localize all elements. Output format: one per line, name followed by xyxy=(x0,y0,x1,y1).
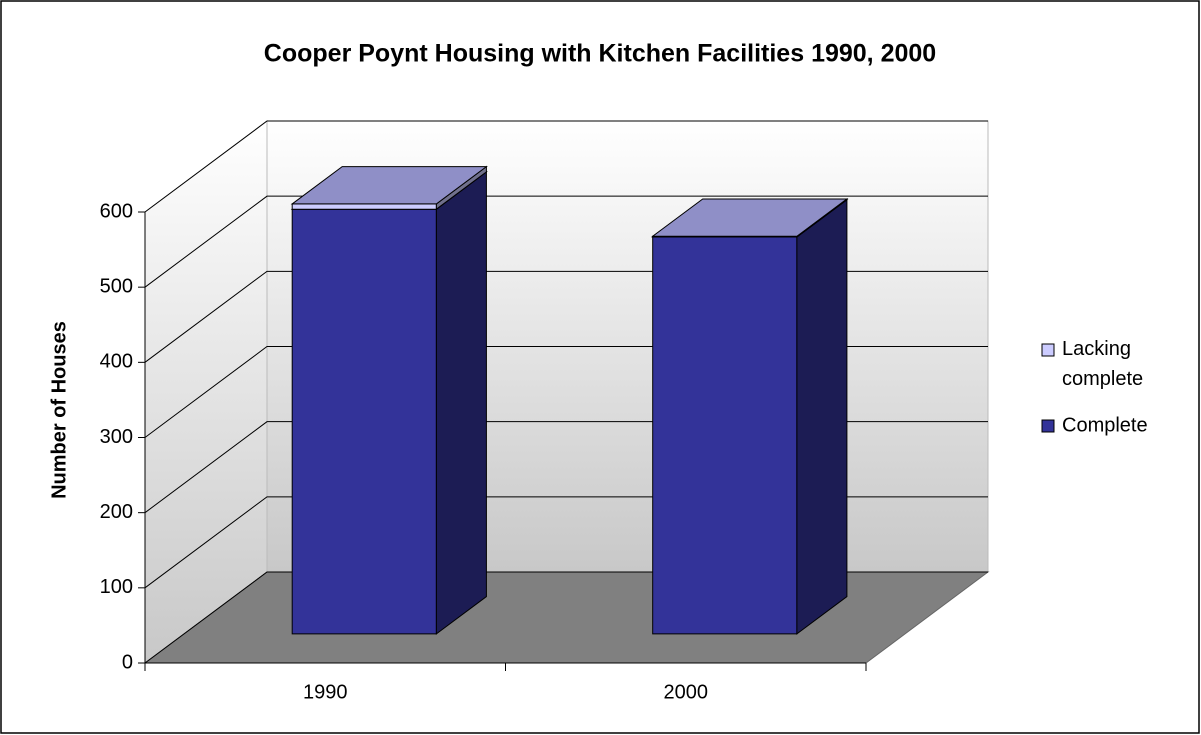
legend-label: Complete xyxy=(1062,414,1148,436)
bar-front xyxy=(291,203,437,210)
y-tick-label: 100 xyxy=(100,576,133,598)
y-tick-label: 0 xyxy=(122,651,133,673)
y-tick-label: 300 xyxy=(100,426,133,448)
y-axis-title: Number of Houses xyxy=(48,321,70,499)
y-tick-label: 400 xyxy=(100,351,133,373)
x-tick-label: 1990 xyxy=(303,681,348,703)
bar-side xyxy=(435,170,487,635)
legend-swatch xyxy=(1041,343,1055,357)
y-tick-label: 600 xyxy=(100,200,133,222)
bar-top xyxy=(651,198,849,237)
floor xyxy=(143,571,990,664)
legend-swatch xyxy=(1041,419,1055,433)
legend-label: Lacking complete xyxy=(1062,338,1143,390)
y-tick-label: 500 xyxy=(100,275,133,297)
grid-line xyxy=(144,195,988,288)
bar-top xyxy=(290,166,488,205)
grid-line xyxy=(144,120,988,213)
bar-front xyxy=(652,236,798,635)
x-tick-label: 2000 xyxy=(664,681,709,703)
bar-front xyxy=(291,208,437,635)
bar-side xyxy=(796,198,848,635)
y-tick-label: 200 xyxy=(100,501,133,523)
chart-title: Cooper Poynt Housing with Kitchen Facili… xyxy=(264,40,936,68)
